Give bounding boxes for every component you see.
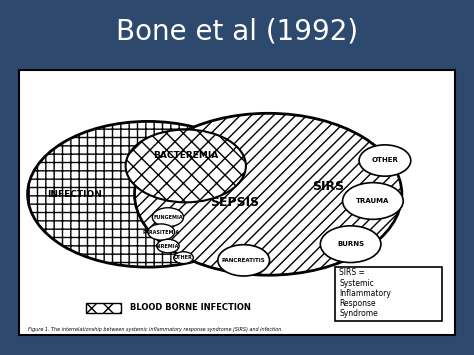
Circle shape bbox=[135, 113, 402, 275]
Text: OTHER: OTHER bbox=[174, 255, 193, 260]
FancyBboxPatch shape bbox=[85, 303, 121, 313]
Text: OTHER: OTHER bbox=[372, 157, 398, 163]
Text: Figure 1. The interrelationship between systemic inflammatory response syndrome : Figure 1. The interrelationship between … bbox=[27, 327, 283, 332]
Text: SIRS =: SIRS = bbox=[339, 268, 365, 278]
Circle shape bbox=[320, 226, 381, 262]
Circle shape bbox=[174, 252, 193, 264]
Text: Inflammatory: Inflammatory bbox=[339, 289, 392, 298]
Circle shape bbox=[157, 239, 179, 253]
Text: INFECTION: INFECTION bbox=[47, 190, 102, 199]
Text: SEPSIS: SEPSIS bbox=[210, 196, 259, 209]
FancyBboxPatch shape bbox=[335, 267, 442, 321]
Text: Systemic: Systemic bbox=[339, 279, 374, 288]
Circle shape bbox=[218, 245, 270, 276]
Text: Syndrome: Syndrome bbox=[339, 310, 378, 318]
Text: PARASITEMIA: PARASITEMIA bbox=[143, 230, 180, 235]
Text: BURNS: BURNS bbox=[337, 241, 364, 247]
Text: TRAUMA: TRAUMA bbox=[356, 198, 390, 204]
Circle shape bbox=[126, 130, 246, 202]
Text: SIRS: SIRS bbox=[312, 180, 345, 193]
Circle shape bbox=[343, 183, 403, 219]
Circle shape bbox=[27, 121, 268, 267]
Text: Response: Response bbox=[339, 299, 376, 308]
Text: VIREMIA: VIREMIA bbox=[156, 244, 180, 248]
Circle shape bbox=[359, 145, 411, 176]
Circle shape bbox=[148, 224, 174, 240]
Text: Bone et al (1992): Bone et al (1992) bbox=[116, 18, 358, 46]
Circle shape bbox=[152, 208, 183, 226]
Text: BACTEREMIA: BACTEREMIA bbox=[153, 151, 219, 160]
Text: PANCREATITIS: PANCREATITIS bbox=[222, 258, 265, 263]
Text: FUNGEMIA: FUNGEMIA bbox=[153, 215, 183, 220]
FancyBboxPatch shape bbox=[18, 70, 456, 334]
Text: BLOOD BORNE INFECTION: BLOOD BORNE INFECTION bbox=[130, 303, 251, 312]
